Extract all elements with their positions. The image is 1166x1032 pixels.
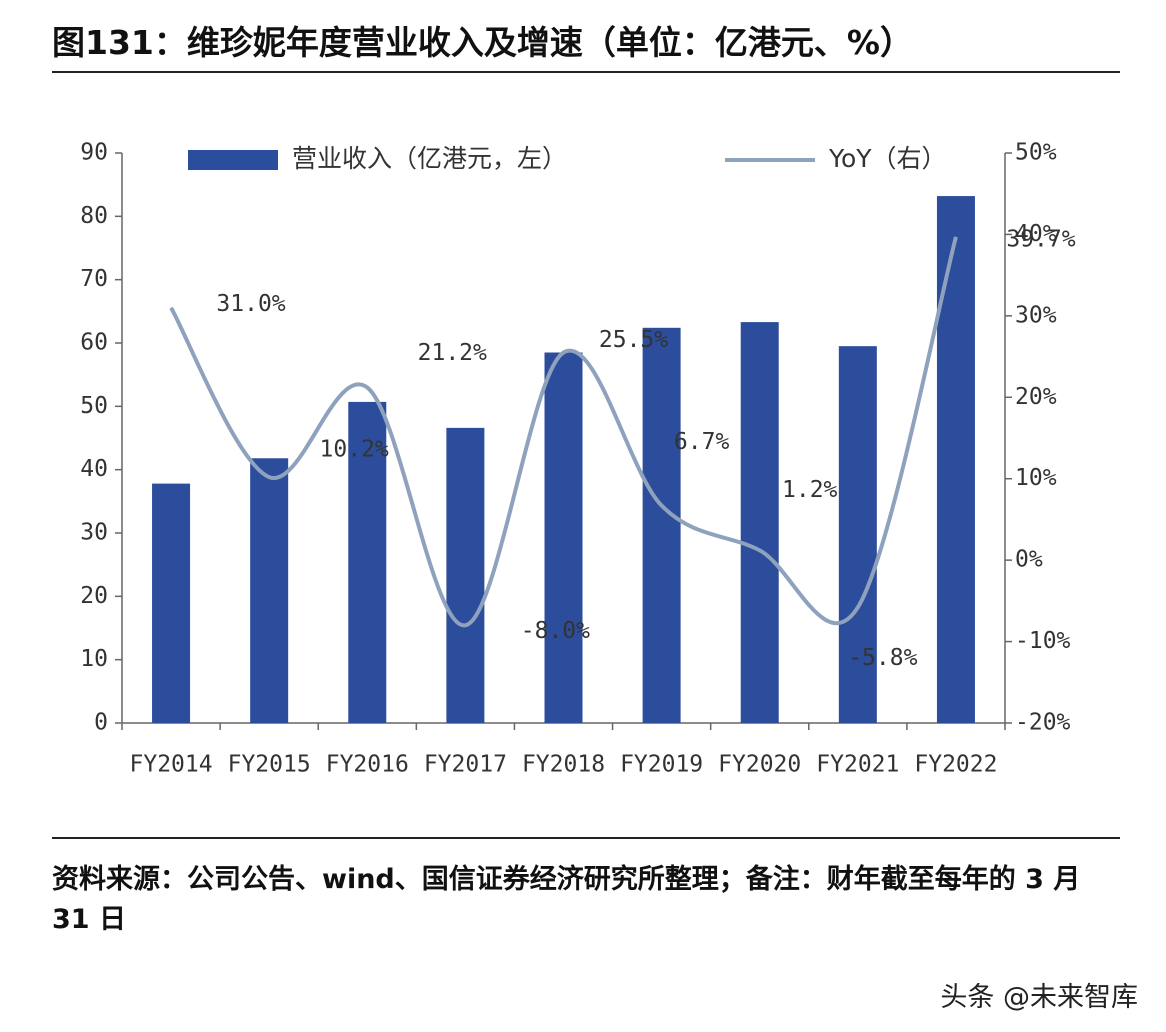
value-label: 10.2% [320,437,389,463]
yoy-line [169,236,958,628]
value-label: 21.2% [418,340,487,366]
bar [446,427,485,723]
x-tick-label: FY2016 [326,752,409,778]
bar [936,196,975,724]
y2-tick-label: -20% [1015,710,1071,736]
x-tick-label: FY2021 [816,752,899,778]
bar [838,346,877,723]
source-note: 资料来源：公司公告、wind、国信证券经济研究所整理；备注：财年截至每年的 3 … [52,864,1081,935]
y2-tick-label: 50% [1015,140,1057,166]
y2-tick-label: 20% [1015,384,1057,410]
value-label: 1.2% [782,477,838,503]
x-tick-label: FY2014 [130,752,213,778]
bar [348,401,387,723]
y-tick-label: 90 [80,140,108,166]
x-tick-label: FY2017 [424,752,507,778]
value-label: 25.5% [599,327,668,353]
y-tick-label: 20 [80,583,108,609]
value-label: 31.0% [216,291,285,317]
y2-tick-label: 30% [1015,302,1057,328]
x-tick-label: FY2015 [228,752,311,778]
x-tick-label: FY2022 [914,752,997,778]
y-tick-label: 70 [80,266,108,292]
bar [250,458,289,723]
legend-label: 营业收入（亿港元，左） [292,144,567,173]
x-tick-label: FY2018 [522,752,605,778]
rule [52,71,1120,73]
chart-title: 图131：维珍妮年度营业收入及增速（单位：亿港元、%） [52,23,913,62]
x-tick-label: FY2019 [620,752,703,778]
bar [152,483,191,723]
bar [642,327,681,723]
y2-tick-label: 10% [1015,465,1057,491]
legend-swatch [188,150,278,170]
rule [52,837,1120,839]
value-label: -8.0% [521,618,590,644]
y-tick-label: 0 [94,710,108,736]
bar [740,322,779,723]
y-tick-label: 80 [80,203,108,229]
x-tick-label: FY2020 [718,752,801,778]
y-tick-label: 50 [80,393,108,419]
value-label: 6.7% [674,429,730,455]
y-tick-label: 40 [80,456,108,482]
value-label: -5.8% [848,645,917,671]
legend-label: YoY（右） [828,144,947,173]
bar [544,352,583,723]
watermark: 头条 @未来智库 [940,982,1138,1013]
y2-tick-label: 40% [1015,221,1057,247]
y-tick-label: 60 [80,330,108,356]
y2-tick-label: -10% [1015,628,1071,654]
value-label: 39.7% [1006,226,1075,252]
y-tick-label: 30 [80,520,108,546]
y-tick-label: 10 [80,646,108,672]
y2-tick-label: 0% [1015,547,1043,573]
